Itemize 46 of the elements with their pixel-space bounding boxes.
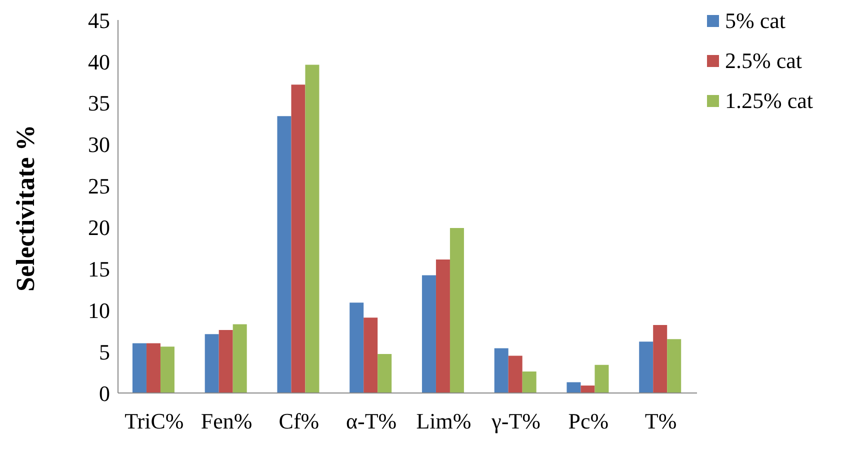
y-tick-label: 40 <box>88 49 110 74</box>
bar <box>494 348 508 393</box>
bar <box>594 364 609 393</box>
bar <box>653 325 668 393</box>
y-tick-label: 30 <box>88 132 110 158</box>
bar <box>522 371 536 393</box>
y-axis-title: Selectivitate % <box>11 124 40 292</box>
bar <box>160 346 174 393</box>
x-tick-label: TriC% <box>124 408 184 434</box>
bar <box>378 354 392 393</box>
bar <box>232 324 247 393</box>
y-tick-label: 15 <box>88 256 110 282</box>
bar <box>218 330 233 393</box>
bar <box>422 275 436 393</box>
y-tick-label: 0 <box>99 380 110 406</box>
bar <box>450 228 464 393</box>
x-tick-label: Cf% <box>278 408 320 434</box>
y-tick-label: 10 <box>88 298 110 323</box>
bar <box>350 302 364 393</box>
bar <box>364 318 378 393</box>
bar <box>566 382 581 393</box>
bar <box>305 64 320 393</box>
bar <box>508 356 522 393</box>
x-tick-label: γ-T% <box>490 408 540 434</box>
y-tick-label: 25 <box>88 174 110 199</box>
bar <box>291 84 306 393</box>
x-tick-label: α-T% <box>346 408 397 434</box>
legend-label: 5% cat <box>725 8 786 34</box>
bar <box>132 343 146 393</box>
y-tick-label: 35 <box>88 90 110 116</box>
legend-label: 1.25% cat <box>725 88 813 114</box>
y-tick-label: 20 <box>88 215 110 240</box>
y-tick-label: 45 <box>88 8 110 33</box>
bar <box>436 260 450 393</box>
bar <box>204 334 219 393</box>
x-tick-label: Lim% <box>416 408 472 434</box>
x-tick-label: Pc% <box>568 408 609 434</box>
bar <box>580 386 595 393</box>
bar <box>146 343 160 393</box>
y-tick-label: 5 <box>99 339 110 364</box>
bar <box>277 116 292 393</box>
x-tick-label: Fen% <box>200 408 252 434</box>
bar <box>667 339 682 393</box>
x-tick-label: T% <box>644 408 677 434</box>
bar <box>639 342 654 393</box>
legend-label: 2.5% cat <box>725 48 802 74</box>
